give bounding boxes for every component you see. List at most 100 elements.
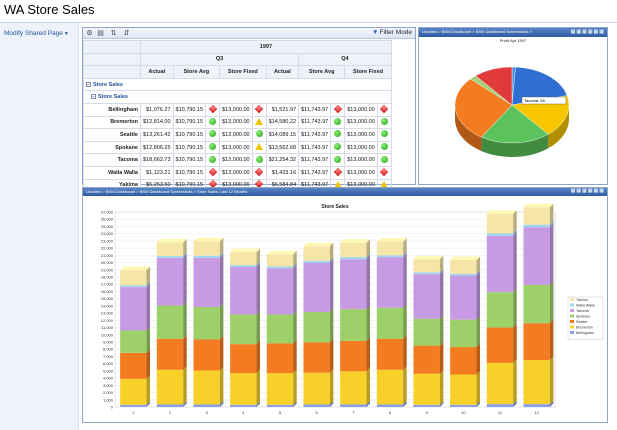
- bar-segment-spokane[interactable]: [266, 314, 294, 344]
- bar-segment-bremerton[interactable]: [450, 374, 477, 405]
- bar-segment-bremerton[interactable]: [303, 372, 330, 405]
- pie-slice-seattle[interactable]: [511, 95, 570, 135]
- bar-segment-spokane[interactable]: [450, 319, 477, 348]
- pie-slice-yakima[interactable]: [475, 66, 513, 106]
- bar-segment-spokane[interactable]: [120, 330, 147, 353]
- bar-segment-yakima[interactable]: [120, 270, 147, 286]
- sort-descending-icon[interactable]: ⇵: [123, 30, 130, 37]
- bar-header-tools-icon[interactable]: ▦▦▦▦▦▦: [570, 188, 605, 194]
- bar-segment-yakima[interactable]: [450, 260, 477, 274]
- bar-segment-bremerton[interactable]: [230, 373, 257, 405]
- bar-segment-bellingham[interactable]: [376, 404, 404, 407]
- bar-segment-walla-walla[interactable]: [413, 272, 440, 275]
- bar-segment-tacoma[interactable]: [486, 235, 514, 293]
- pie-slice-spokane[interactable]: [481, 104, 549, 144]
- bar-segment-walla-walla[interactable]: [120, 285, 147, 288]
- bar-segment-seattle[interactable]: [486, 327, 514, 363]
- bar-segment-bremerton[interactable]: [340, 371, 367, 405]
- bar-breadcrumb[interactable]: Libraries > BSM Dashboard > BSM Dashboar…: [86, 189, 248, 194]
- bar-segment-seattle[interactable]: [340, 340, 367, 372]
- bar-segment-bremerton[interactable]: [376, 369, 404, 405]
- bar-segment-spokane[interactable]: [376, 307, 404, 339]
- export-icon[interactable]: ▤: [97, 30, 104, 37]
- pie-slice-tacoma[interactable]: [454, 78, 513, 138]
- bar-segment-yakima[interactable]: [523, 207, 550, 225]
- bar-segment-seattle[interactable]: [303, 342, 330, 373]
- bar-segment-bellingham[interactable]: [120, 404, 147, 407]
- bar-segment-bellingham[interactable]: [413, 404, 440, 407]
- bar-segment-bellingham[interactable]: [523, 404, 550, 407]
- bar-segment-yakima[interactable]: [340, 242, 367, 258]
- store-name[interactable]: Tacoma: [83, 153, 141, 167]
- bar-segment-walla-walla[interactable]: [523, 224, 550, 228]
- bar-segment-spokane[interactable]: [193, 306, 220, 340]
- pie-header-tools-icon[interactable]: ▦▦▦▦▦▦: [570, 29, 605, 35]
- bar-segment-bellingham[interactable]: [156, 404, 184, 407]
- bar-segment-bremerton[interactable]: [156, 369, 184, 405]
- bar-segment-seattle[interactable]: [523, 323, 550, 361]
- bar-segment-walla-walla[interactable]: [156, 256, 184, 258]
- bar-segment-bellingham[interactable]: [193, 404, 220, 407]
- bar-segment-bellingham[interactable]: [486, 404, 514, 407]
- bar-segment-spokane[interactable]: [340, 309, 367, 341]
- bar-segment-bellingham[interactable]: [230, 404, 257, 407]
- bar-segment-seattle[interactable]: [230, 344, 257, 374]
- bar-segment-seattle[interactable]: [193, 339, 220, 371]
- bar-segment-yakima[interactable]: [486, 213, 514, 234]
- bar-segment-bremerton[interactable]: [193, 370, 220, 405]
- bar-segment-yakima[interactable]: [376, 241, 404, 256]
- pie-breadcrumb[interactable]: Libraries > BSM Dashboard > BSM Dashboar…: [422, 29, 532, 34]
- bar-segment-walla-walla[interactable]: [193, 255, 220, 258]
- bar-segment-bremerton[interactable]: [266, 373, 294, 405]
- modify-shared-page-menu[interactable]: Modify Shared Page▼: [4, 30, 69, 37]
- bar-segment-tacoma[interactable]: [523, 227, 550, 285]
- bar-segment-yakima[interactable]: [156, 242, 184, 257]
- bar-segment-tacoma[interactable]: [303, 262, 330, 313]
- stacked-bar-chart[interactable]: Store Sales 0 1,000 2,000 3,000 4,000 5,000 6,0…: [83, 197, 607, 422]
- bar-segment-spokane[interactable]: [523, 284, 550, 324]
- bar-segment-bellingham[interactable]: [450, 404, 477, 407]
- bar-segment-tacoma[interactable]: [450, 275, 477, 320]
- bar-segment-bellingham[interactable]: [266, 404, 294, 407]
- collapse-icon[interactable]: −: [91, 94, 96, 100]
- bar-segment-yakima[interactable]: [266, 254, 294, 267]
- store-name[interactable]: Walla Walla: [83, 165, 141, 180]
- bar-segment-seattle[interactable]: [266, 343, 294, 374]
- bar-segment-walla-walla[interactable]: [340, 257, 367, 260]
- row-group-outer[interactable]: − Store Sales: [83, 77, 392, 92]
- bar-segment-bremerton[interactable]: [486, 362, 514, 405]
- bar-segment-spokane[interactable]: [303, 312, 330, 343]
- bar-segment-walla-walla[interactable]: [450, 273, 477, 276]
- store-name[interactable]: Bellingham: [83, 102, 141, 117]
- bar-segment-tacoma[interactable]: [193, 257, 220, 307]
- bar-segment-walla-walla[interactable]: [376, 255, 404, 258]
- bar-segment-bellingham[interactable]: [340, 404, 367, 407]
- bar-segment-spokane[interactable]: [230, 314, 257, 345]
- bar-segment-seattle[interactable]: [450, 347, 477, 375]
- store-name[interactable]: Bremerton: [83, 115, 141, 130]
- bar-segment-yakima[interactable]: [303, 246, 330, 261]
- bar-segment-walla-walla[interactable]: [266, 266, 294, 269]
- filter-mode-button[interactable]: ▼Filter Mode: [372, 29, 412, 36]
- sort-ascending-icon[interactable]: ⇅: [110, 30, 117, 37]
- bar-segment-seattle[interactable]: [120, 352, 147, 379]
- bar-segment-seattle[interactable]: [156, 338, 184, 370]
- bar-segment-tacoma[interactable]: [266, 268, 294, 315]
- bar-segment-spokane[interactable]: [413, 318, 440, 346]
- bar-segment-spokane[interactable]: [486, 292, 514, 328]
- bar-segment-yakima[interactable]: [193, 241, 220, 256]
- bar-segment-walla-walla[interactable]: [230, 265, 257, 267]
- bar-segment-tacoma[interactable]: [230, 266, 257, 315]
- bar-segment-tacoma[interactable]: [340, 259, 367, 310]
- collapse-icon[interactable]: −: [86, 81, 91, 87]
- bar-segment-tacoma[interactable]: [120, 287, 147, 331]
- store-name[interactable]: Seattle: [83, 128, 141, 142]
- store-name[interactable]: Spokane: [83, 140, 141, 155]
- pivot-settings-icon[interactable]: ⚙: [86, 30, 93, 37]
- bar-segment-yakima[interactable]: [413, 259, 440, 273]
- bar-segment-seattle[interactable]: [413, 345, 440, 374]
- bar-segment-seattle[interactable]: [376, 338, 404, 370]
- bar-segment-bremerton[interactable]: [120, 378, 147, 405]
- pie-chart[interactable]: Tacoma: 28: [419, 43, 607, 183]
- bar-segment-bremerton[interactable]: [413, 373, 440, 405]
